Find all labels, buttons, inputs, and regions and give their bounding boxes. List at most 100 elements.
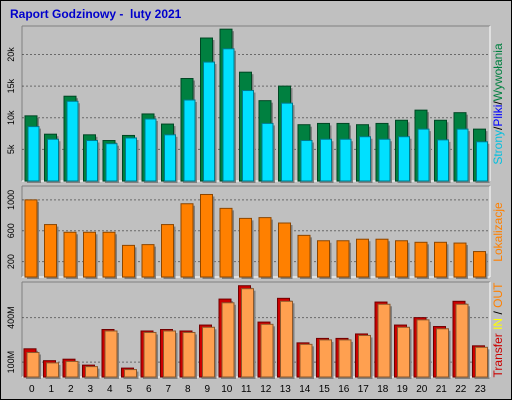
visits-bar-face: [83, 231, 96, 278]
pages-bar-face: [261, 122, 274, 182]
out-bar-face: [46, 362, 59, 378]
requests-y-tick-label: 20k: [6, 47, 16, 62]
transfer-legend-label-part: OUT: [491, 282, 505, 308]
pages-bar: [125, 137, 139, 183]
pages-bar: [378, 138, 392, 183]
pages-bar-face: [359, 136, 371, 182]
kbytes-y-tick-label: 100M: [6, 351, 16, 374]
out-bar-face: [163, 330, 176, 378]
out-bar: [221, 302, 236, 379]
visits-y-tick-label: 200: [6, 254, 16, 269]
out-bar-face: [65, 360, 79, 378]
visits-bar-face: [102, 231, 116, 278]
visits-bar: [180, 203, 195, 279]
pages-bar: [339, 138, 353, 183]
out-bar: [260, 323, 275, 379]
pages-bar-face: [378, 138, 391, 182]
out-bar: [280, 300, 295, 379]
kbytes-y-tick-label: 400M: [6, 306, 16, 329]
pages-bar-face: [66, 100, 79, 182]
requests-legend-label-part: /: [491, 126, 505, 130]
visits-bar-face: [63, 231, 77, 278]
pages-bar-face: [144, 118, 157, 182]
pages-bar: [164, 134, 178, 183]
x-tick-label: 17: [358, 384, 370, 395]
pages-bar: [398, 136, 412, 183]
visits-bar-face: [336, 240, 350, 278]
pages-bar-face: [339, 138, 352, 182]
pages-bar: [203, 61, 217, 183]
visits-bar: [356, 238, 371, 279]
visits-bar: [161, 224, 176, 279]
out-bar-face: [416, 319, 430, 378]
out-bar-face: [299, 343, 313, 378]
x-tick-label: 21: [436, 384, 448, 395]
pages-bar-face: [437, 139, 449, 182]
out-bar-face: [319, 339, 332, 378]
visits-bar: [375, 238, 390, 279]
pages-bar-face: [27, 126, 40, 182]
visits-bar-face: [122, 244, 135, 278]
pages-bar: [281, 102, 295, 183]
out-bar: [358, 334, 373, 379]
pages-bar: [320, 138, 334, 183]
visits-bar-face: [24, 199, 38, 278]
visits-legend-label-part: Lokalizacje: [491, 202, 505, 262]
out-bar-face: [280, 300, 293, 378]
visits-bar: [395, 240, 410, 279]
visits-bar-face: [375, 238, 389, 278]
pages-bar-face: [183, 99, 196, 182]
out-bar: [104, 330, 119, 379]
out-bar: [241, 288, 256, 379]
visits-bar: [336, 240, 351, 279]
visits-bar: [44, 224, 59, 279]
x-tick-label: 19: [397, 384, 409, 395]
visits-bar-face: [453, 242, 467, 278]
out-bar-face: [377, 303, 391, 378]
out-bar: [299, 343, 314, 379]
out-bar-face: [124, 369, 137, 378]
visits-bar-face: [356, 238, 369, 278]
out-bar: [163, 330, 178, 379]
pages-bar: [86, 140, 100, 183]
out-bar-face: [260, 323, 274, 378]
out-bar-face: [475, 346, 488, 378]
pages-bar: [27, 126, 41, 183]
out-bar-face: [338, 339, 352, 378]
transfer-legend-label: Transfer IN / OUT: [491, 282, 505, 378]
out-bar: [377, 303, 392, 379]
pages-bar-face: [398, 136, 410, 182]
visits-bar-face: [297, 234, 311, 278]
visits-bar-face: [161, 224, 174, 278]
visits-bar-face: [44, 224, 57, 278]
out-bar-face: [182, 331, 196, 378]
out-bar: [65, 360, 80, 379]
visits-bar: [317, 240, 332, 279]
out-bar-face: [26, 352, 40, 378]
x-tick-label: 4: [107, 384, 113, 395]
pages-bar: [222, 48, 236, 183]
x-tick-label: 7: [165, 384, 171, 395]
visits-bar: [63, 231, 78, 279]
visits-bar: [102, 231, 117, 279]
out-bar: [397, 326, 412, 379]
x-tick-label: 23: [475, 384, 487, 395]
pages-bar-face: [203, 61, 215, 182]
visits-bar: [239, 217, 254, 279]
pages-bar-face: [164, 134, 176, 182]
pages-bar: [359, 136, 373, 183]
out-bar-face: [436, 328, 449, 378]
visits-bar: [414, 241, 429, 279]
out-bar-face: [202, 326, 215, 378]
out-bar: [124, 369, 139, 379]
requests-legend-label-part: Pliki: [491, 105, 505, 127]
transfer-legend-label-part: /: [491, 308, 505, 318]
visits-bar: [258, 217, 273, 279]
visits-bar-face: [278, 222, 291, 278]
pages-bar-face: [320, 138, 332, 182]
x-tick-label: 20: [416, 384, 428, 395]
x-tick-label: 18: [377, 384, 389, 395]
pages-bar-face: [222, 48, 235, 182]
pages-bar-face: [300, 140, 313, 182]
